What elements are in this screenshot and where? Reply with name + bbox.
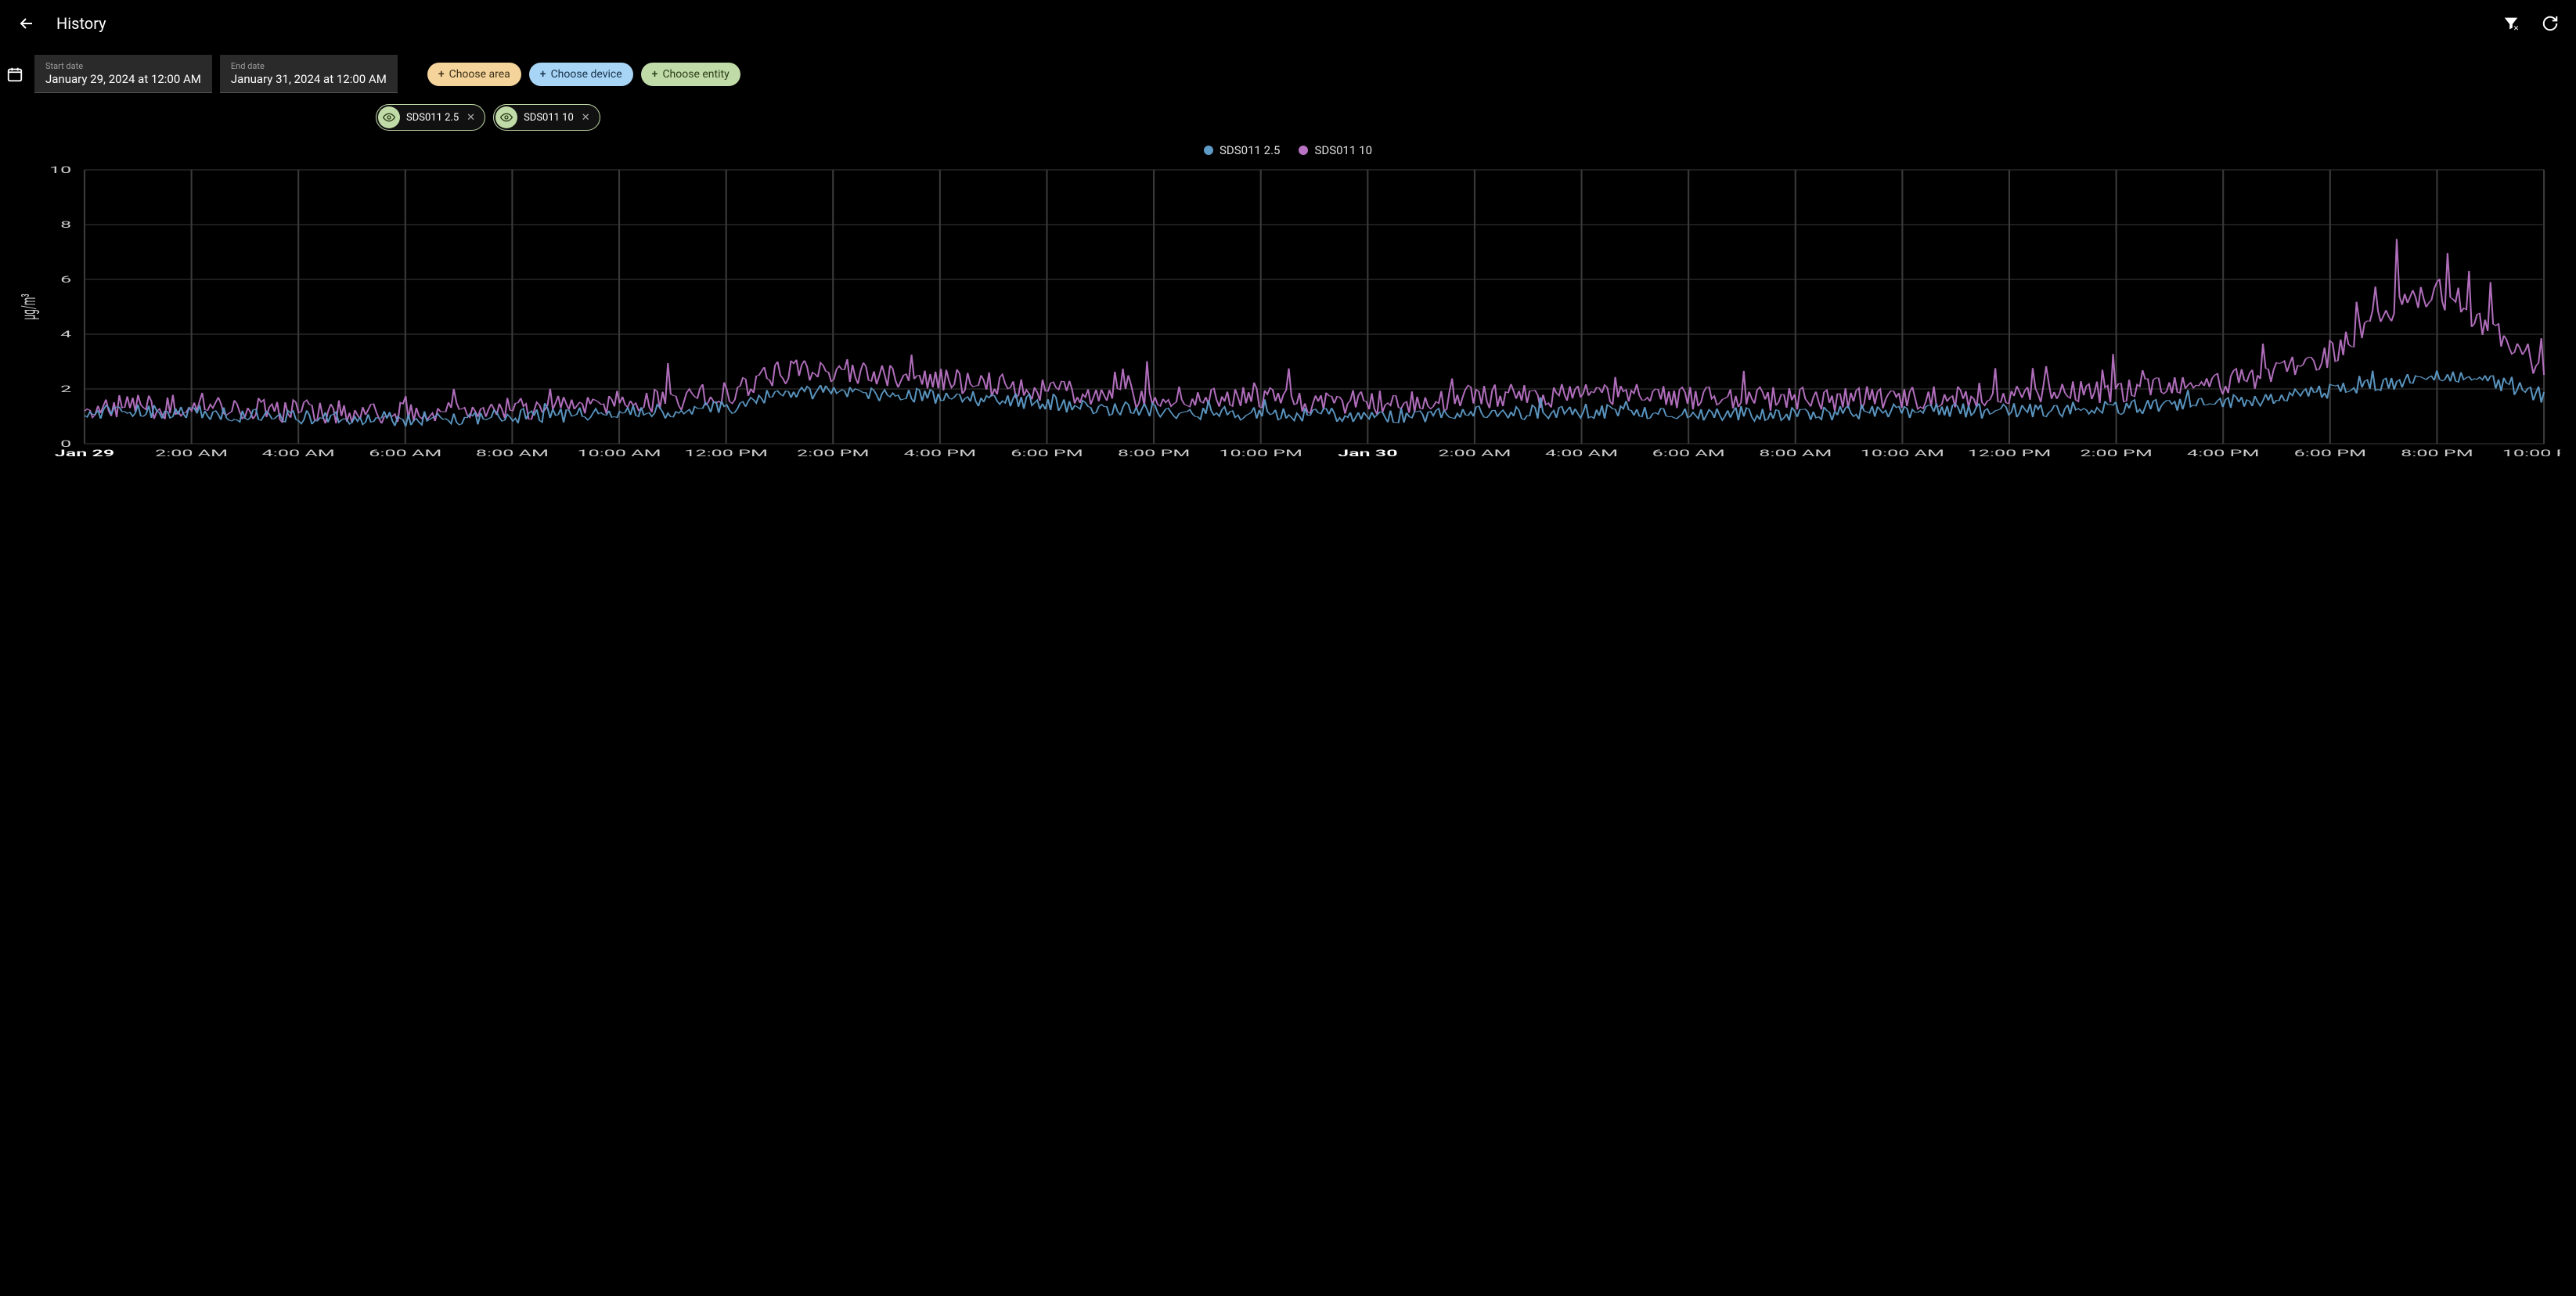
eye-icon — [500, 111, 513, 124]
svg-text:6: 6 — [60, 274, 71, 285]
svg-text:2: 2 — [60, 383, 71, 394]
visibility-toggle[interactable] — [495, 106, 517, 128]
svg-text:6:00 AM: 6:00 AM — [1652, 448, 1725, 459]
svg-text:8:00 AM: 8:00 AM — [476, 448, 549, 459]
svg-text:2:00 PM: 2:00 PM — [797, 448, 869, 459]
eye-icon — [383, 111, 395, 124]
choose-entity-chip[interactable]: + Choose entity — [641, 63, 740, 86]
svg-text:2:00 AM: 2:00 AM — [155, 448, 228, 459]
legend-label: SDS011 2.5 — [1220, 143, 1280, 157]
chart-container: 0246810Jan 292:00 AM4:00 AM6:00 AM8:00 A… — [0, 162, 2576, 481]
svg-text:12:00 PM: 12:00 PM — [684, 448, 768, 459]
svg-text:4: 4 — [60, 329, 71, 340]
back-button[interactable] — [13, 9, 41, 38]
history-chart[interactable]: 0246810Jan 292:00 AM4:00 AM6:00 AM8:00 A… — [16, 165, 2560, 466]
arrow-left-icon — [17, 14, 36, 33]
choose-device-label: Choose device — [551, 68, 622, 81]
start-date-label: Start date — [45, 61, 201, 71]
controls-row: Start date January 29, 2024 at 12:00 AM … — [0, 47, 2576, 101]
choose-area-label: Choose area — [449, 68, 510, 81]
end-date-value: January 31, 2024 at 12:00 AM — [231, 72, 387, 86]
legend-dot — [1299, 146, 1308, 155]
selected-entities-row: SDS011 2.5 ✕ SDS011 10 ✕ — [0, 101, 2576, 139]
svg-text:6:00 AM: 6:00 AM — [369, 448, 441, 459]
svg-text:8:00 PM: 8:00 PM — [2401, 448, 2473, 459]
svg-text:10:00 AM: 10:00 AM — [577, 448, 661, 459]
entity-chip[interactable]: SDS011 2.5 ✕ — [376, 104, 485, 131]
svg-text:6:00 PM: 6:00 PM — [1011, 448, 1083, 459]
svg-text:4:00 PM: 4:00 PM — [904, 448, 976, 459]
filter-clear-button[interactable]: ✕ — [2498, 10, 2524, 37]
header-bar: History ✕ — [0, 0, 2576, 47]
end-date-label: End date — [231, 61, 387, 71]
entity-chip[interactable]: SDS011 10 ✕ — [493, 104, 600, 131]
chart-legend: SDS011 2.5 SDS011 10 — [0, 139, 2576, 162]
choose-area-chip[interactable]: + Choose area — [427, 63, 521, 86]
legend-dot — [1204, 146, 1213, 155]
svg-text:4:00 PM: 4:00 PM — [2187, 448, 2259, 459]
svg-text:2:00 AM: 2:00 AM — [1438, 448, 1511, 459]
plus-icon: + — [652, 68, 658, 81]
legend-item[interactable]: SDS011 2.5 — [1204, 143, 1280, 157]
plus-icon: + — [540, 68, 546, 81]
svg-text:✕: ✕ — [2513, 24, 2520, 32]
filter-off-icon: ✕ — [2502, 15, 2520, 32]
svg-text:4:00 AM: 4:00 AM — [262, 448, 335, 459]
svg-text:12:00 PM: 12:00 PM — [1968, 448, 2052, 459]
visibility-toggle[interactable] — [378, 106, 400, 128]
choose-device-chip[interactable]: + Choose device — [529, 63, 633, 86]
svg-text:10:00 AM: 10:00 AM — [1861, 448, 1944, 459]
svg-text:2:00 PM: 2:00 PM — [2080, 448, 2152, 459]
entity-chip-label: SDS011 10 — [524, 112, 574, 124]
svg-text:10:00 PM: 10:00 PM — [2502, 448, 2560, 459]
svg-text:Jan 29: Jan 29 — [55, 448, 114, 459]
svg-text:6:00 PM: 6:00 PM — [2294, 448, 2366, 459]
legend-item[interactable]: SDS011 10 — [1299, 143, 1372, 157]
refresh-icon — [2542, 15, 2559, 32]
start-date-field[interactable]: Start date January 29, 2024 at 12:00 AM — [34, 55, 212, 93]
end-date-field[interactable]: End date January 31, 2024 at 12:00 AM — [220, 55, 398, 93]
svg-text:4:00 AM: 4:00 AM — [1545, 448, 1618, 459]
entity-chip-label: SDS011 2.5 — [406, 112, 459, 124]
legend-label: SDS011 10 — [1314, 143, 1372, 157]
svg-text:10: 10 — [49, 165, 71, 175]
plus-icon: + — [438, 68, 445, 81]
svg-text:µg/m³: µg/m³ — [17, 293, 40, 319]
svg-text:8:00 PM: 8:00 PM — [1118, 448, 1190, 459]
page-title: History — [56, 14, 106, 33]
svg-text:8: 8 — [60, 219, 71, 230]
start-date-value: January 29, 2024 at 12:00 AM — [45, 72, 201, 86]
svg-text:10:00 PM: 10:00 PM — [1219, 448, 1302, 459]
svg-text:8:00 AM: 8:00 AM — [1759, 448, 1832, 459]
remove-entity-button[interactable]: ✕ — [465, 112, 477, 124]
svg-text:Jan 30: Jan 30 — [1338, 448, 1397, 459]
remove-entity-button[interactable]: ✕ — [580, 112, 592, 124]
refresh-button[interactable] — [2537, 10, 2563, 37]
choose-entity-label: Choose entity — [662, 68, 729, 81]
calendar-icon — [6, 66, 27, 83]
